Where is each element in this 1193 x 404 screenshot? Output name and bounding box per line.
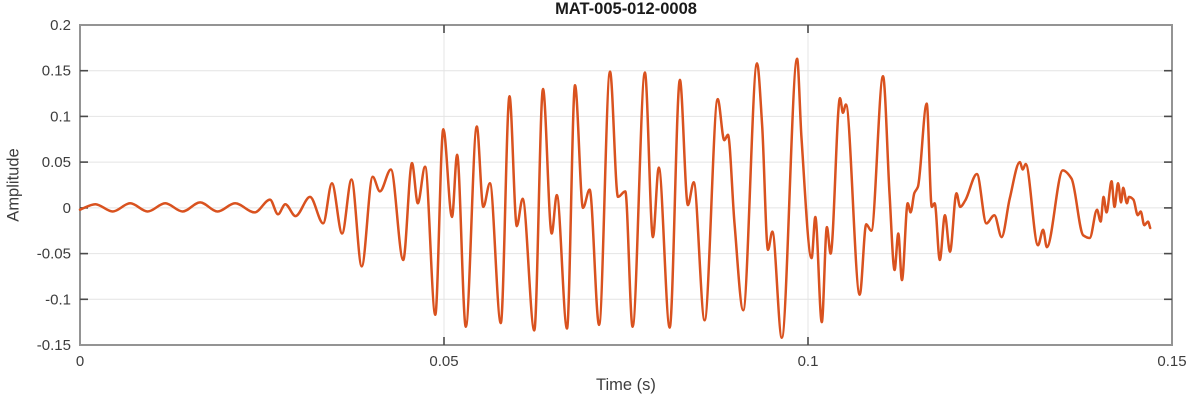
x-tick-label: 0.05 <box>429 353 458 370</box>
waveform-line <box>78 57 1152 339</box>
x-tick-label: 0.1 <box>798 353 819 370</box>
axes-box <box>79 24 1173 346</box>
y-tick-label: -0.1 <box>45 291 71 308</box>
y-tick-label: -0.05 <box>37 246 71 263</box>
y-tick-label: 0 <box>63 200 71 217</box>
x-tick-label: 0.15 <box>1157 353 1186 370</box>
y-tick-label: 0.1 <box>50 108 71 125</box>
chart-title: MAT-005-012-0008 <box>555 0 697 18</box>
y-axis-label: Amplitude <box>4 148 23 222</box>
y-tick-label: 0.05 <box>42 154 71 171</box>
y-tick-label: 0.2 <box>50 17 71 34</box>
y-tick-label: -0.15 <box>37 337 71 354</box>
x-axis-label: Time (s) <box>596 376 656 394</box>
x-tick-label: 0 <box>76 353 84 370</box>
y-tick-label: 0.15 <box>42 63 71 80</box>
